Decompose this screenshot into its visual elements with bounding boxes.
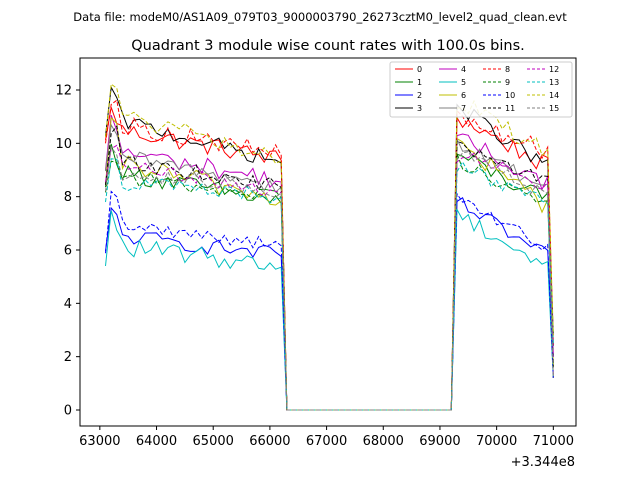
x-tick-label: 64000 (136, 434, 177, 449)
series-line-7 (105, 123, 554, 411)
legend-label-4: 4 (461, 65, 466, 74)
legend-label-15: 15 (549, 104, 559, 113)
x-tick-label: 71000 (533, 434, 574, 449)
legend-label-3: 3 (417, 104, 422, 113)
legend-label-7: 7 (461, 104, 466, 113)
series-line-0 (105, 107, 554, 411)
x-axis: 63000 64000 65000 66000 67000 68000 69000 70000… (79, 426, 574, 449)
series-line-13 (105, 158, 554, 411)
series-line-9 (105, 153, 554, 411)
y-tick-label: 12 (55, 84, 72, 99)
legend-label-8: 8 (505, 65, 510, 74)
legend-label-5: 5 (461, 78, 466, 87)
y-tick-label: 2 (64, 350, 72, 365)
legend-label-9: 9 (505, 78, 510, 87)
y-tick-label: 6 (64, 244, 72, 259)
legend-label-10: 10 (505, 91, 515, 100)
y-tick-label: 0 (64, 404, 72, 419)
series-line-5 (105, 207, 554, 411)
x-tick-label: 69000 (419, 434, 460, 449)
x-tick-label: 70000 (476, 434, 517, 449)
series-line-8 (105, 99, 554, 411)
x-offset-label: +3.344e8 (511, 455, 575, 470)
legend-label-11: 11 (505, 104, 515, 113)
data-file-suptitle: Data file: modeM0/AS1A09_079T03_90000037… (73, 10, 567, 24)
series-line-4 (105, 115, 554, 411)
y-tick-label: 8 (64, 190, 72, 205)
series-line-14 (105, 83, 554, 411)
chart-title: Quadrant 3 module wise count rates with … (131, 38, 525, 54)
legend-box (389, 61, 573, 118)
x-tick-label: 68000 (363, 434, 404, 449)
x-tick-label: 65000 (193, 434, 234, 449)
axes-frame (79, 57, 577, 427)
y-tick-label: 4 (64, 297, 72, 312)
legend-label-12: 12 (549, 65, 559, 74)
x-tick-label: 66000 (249, 434, 290, 449)
series-line-6 (105, 116, 554, 411)
x-tick-label: 63000 (79, 434, 120, 449)
series-line-2 (105, 197, 554, 411)
legend-label-2: 2 (417, 91, 422, 100)
legend-label-6: 6 (461, 91, 466, 100)
series-line-10 (105, 190, 554, 411)
legend-label-1: 1 (417, 78, 422, 87)
series-line-3 (105, 85, 554, 411)
series-line-15 (105, 145, 554, 411)
x-tick-label: 67000 (306, 434, 347, 449)
series-line-11 (105, 124, 554, 411)
legend-label-13: 13 (549, 78, 559, 87)
series-line-12 (105, 144, 554, 411)
legend-label-14: 14 (549, 91, 559, 100)
series-line-1 (105, 143, 554, 411)
y-axis: 0 2 4 6 8 10 12 (55, 84, 80, 419)
y-tick-label: 10 (55, 137, 72, 152)
plot-area (105, 83, 554, 411)
legend-label-0: 0 (417, 65, 422, 74)
